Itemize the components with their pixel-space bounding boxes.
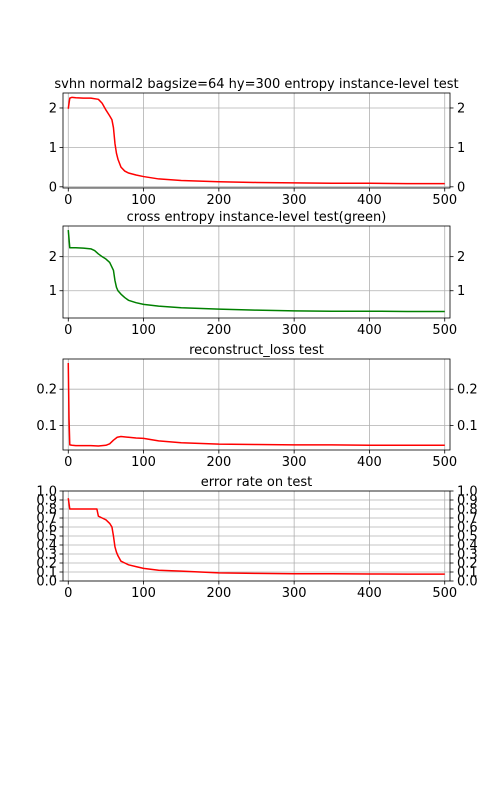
y-tick-label-right: 0.1 bbox=[457, 566, 478, 581]
x-tick-label: 400 bbox=[357, 455, 382, 470]
axes-frame bbox=[62, 225, 451, 319]
x-tick-label: 300 bbox=[282, 193, 307, 208]
y-tick-label-right: 0 bbox=[457, 180, 465, 195]
y-tick-label-left: 0.4 bbox=[36, 539, 57, 554]
y-tick-label-right: 0.4 bbox=[457, 539, 478, 554]
chart-title: svhn normal2 bagsize=64 hy=300 entropy i… bbox=[54, 77, 458, 92]
axes-frame bbox=[62, 358, 451, 451]
axes-frame bbox=[62, 92, 451, 189]
y-tick-label-right: 0.3 bbox=[457, 548, 478, 563]
y-tick-label-left: 2 bbox=[49, 101, 57, 116]
x-tick-label: 400 bbox=[357, 193, 382, 208]
chart-panel-2: cross entropy instance-level test(green)… bbox=[49, 210, 466, 338]
y-tick-label-left: 0.2 bbox=[36, 557, 57, 572]
x-tick-label: 500 bbox=[432, 323, 457, 338]
y-tick-label-left: 0.0 bbox=[36, 575, 57, 590]
y-tick-label-right: 0.9 bbox=[457, 494, 478, 509]
series-line-1 bbox=[67, 498, 445, 575]
y-tick-label-left: 0.9 bbox=[36, 494, 57, 509]
x-tick-label: 0 bbox=[64, 323, 72, 338]
x-tick-label: 200 bbox=[206, 323, 231, 338]
y-tick-label-right: 1.0 bbox=[457, 485, 478, 500]
chart-title: reconstruct_loss test bbox=[189, 343, 324, 358]
y-tick-label-right: 0.2 bbox=[457, 557, 478, 572]
y-tick-label-right: 0.2 bbox=[457, 383, 478, 398]
x-tick-label: 100 bbox=[131, 586, 156, 601]
y-tick-label-left: 1 bbox=[49, 284, 57, 299]
x-tick-label: 500 bbox=[432, 193, 457, 208]
x-tick-label: 100 bbox=[131, 323, 156, 338]
x-tick-label: 0 bbox=[64, 586, 72, 601]
series-line-1 bbox=[67, 230, 445, 313]
x-tick-label: 300 bbox=[282, 323, 307, 338]
y-tick-label-left: 0.7 bbox=[36, 512, 57, 527]
chart-title: cross entropy instance-level test(green) bbox=[127, 210, 387, 225]
x-tick-label: 100 bbox=[131, 455, 156, 470]
x-tick-label: 0 bbox=[64, 455, 72, 470]
y-tick-label-right: 0.0 bbox=[457, 575, 478, 590]
x-tick-label: 400 bbox=[357, 323, 382, 338]
x-tick-label: 0 bbox=[64, 193, 72, 208]
x-tick-label: 500 bbox=[432, 455, 457, 470]
y-tick-label-left: 0.3 bbox=[36, 548, 57, 563]
y-tick-label-left: 0.6 bbox=[36, 521, 57, 536]
x-tick-label: 200 bbox=[206, 455, 231, 470]
x-tick-label: 400 bbox=[357, 586, 382, 601]
chart-title: error rate on test bbox=[201, 475, 312, 490]
x-tick-label: 300 bbox=[282, 455, 307, 470]
y-tick-label-right: 0.6 bbox=[457, 521, 478, 536]
chart-panel-1: svhn normal2 bagsize=64 hy=300 entropy i… bbox=[49, 77, 466, 208]
y-tick-label-left: 2 bbox=[49, 250, 57, 265]
y-tick-label-right: 1 bbox=[457, 284, 465, 299]
y-tick-label-left: 0 bbox=[49, 180, 57, 195]
y-tick-label-right: 2 bbox=[457, 101, 465, 116]
y-tick-label-left: 1.0 bbox=[36, 485, 57, 500]
x-tick-label: 200 bbox=[206, 586, 231, 601]
series-line-1 bbox=[67, 362, 445, 447]
y-tick-label-right: 1 bbox=[457, 141, 465, 156]
y-tick-label-left: 0.1 bbox=[36, 419, 57, 434]
x-tick-label: 300 bbox=[282, 586, 307, 601]
x-tick-label: 200 bbox=[206, 193, 231, 208]
y-tick-label-right: 0.8 bbox=[457, 503, 478, 518]
y-tick-label-left: 0.5 bbox=[36, 530, 57, 545]
y-tick-label-left: 0.8 bbox=[36, 503, 57, 518]
y-tick-label-right: 2 bbox=[457, 250, 465, 265]
y-tick-label-right: 0.7 bbox=[457, 512, 478, 527]
series-line-1 bbox=[67, 96, 445, 185]
x-tick-label: 500 bbox=[432, 586, 457, 601]
x-tick-label: 100 bbox=[131, 193, 156, 208]
y-tick-label-left: 0.1 bbox=[36, 566, 57, 581]
chart-panel-3: reconstruct_loss test 0 100 200 300 400 500 0.1… bbox=[36, 343, 477, 470]
y-tick-label-right: 0.5 bbox=[457, 530, 478, 545]
y-tick-label-left: 0.2 bbox=[36, 383, 57, 398]
y-tick-label-right: 0.1 bbox=[457, 419, 478, 434]
y-tick-label-left: 1 bbox=[49, 141, 57, 156]
